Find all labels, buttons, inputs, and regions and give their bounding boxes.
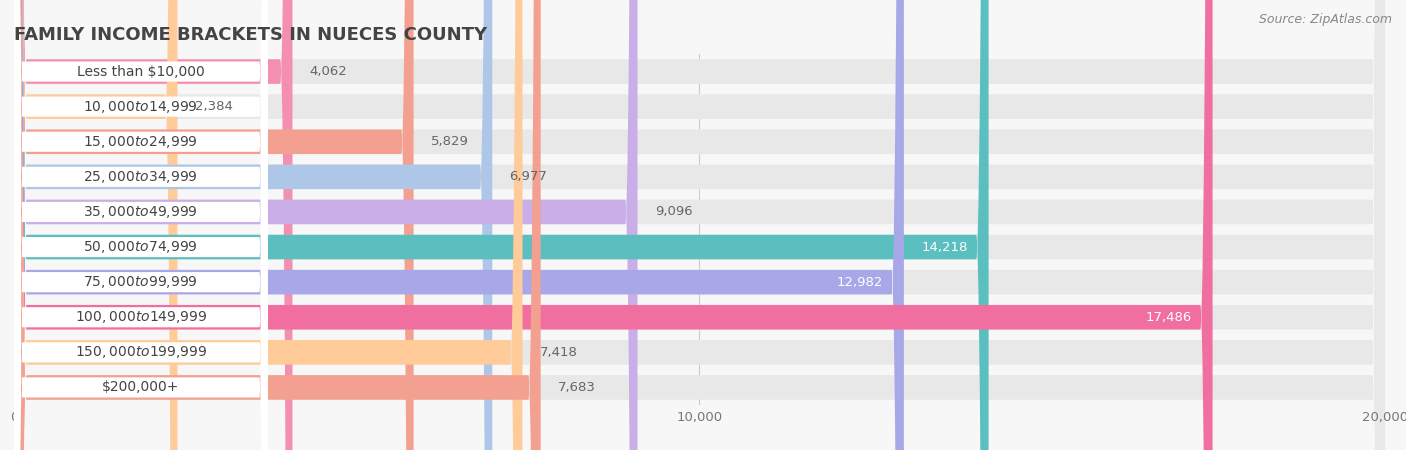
FancyBboxPatch shape (14, 0, 267, 450)
FancyBboxPatch shape (14, 0, 1385, 450)
FancyBboxPatch shape (14, 0, 988, 450)
Text: 6,977: 6,977 (509, 171, 547, 183)
FancyBboxPatch shape (14, 0, 177, 450)
FancyBboxPatch shape (14, 0, 267, 450)
Text: $150,000 to $199,999: $150,000 to $199,999 (75, 344, 207, 360)
FancyBboxPatch shape (14, 0, 492, 450)
FancyBboxPatch shape (14, 0, 267, 450)
FancyBboxPatch shape (14, 0, 523, 450)
FancyBboxPatch shape (14, 0, 413, 450)
FancyBboxPatch shape (14, 0, 292, 450)
Text: 17,486: 17,486 (1146, 311, 1192, 324)
FancyBboxPatch shape (14, 0, 1385, 450)
FancyBboxPatch shape (14, 0, 1212, 450)
FancyBboxPatch shape (14, 0, 267, 450)
Text: 9,096: 9,096 (655, 206, 692, 218)
Text: $75,000 to $99,999: $75,000 to $99,999 (83, 274, 198, 290)
FancyBboxPatch shape (14, 0, 1385, 450)
Text: $15,000 to $24,999: $15,000 to $24,999 (83, 134, 198, 150)
Text: $50,000 to $74,999: $50,000 to $74,999 (83, 239, 198, 255)
FancyBboxPatch shape (14, 0, 1385, 450)
FancyBboxPatch shape (14, 0, 267, 450)
Text: 2,384: 2,384 (194, 100, 232, 113)
FancyBboxPatch shape (14, 0, 267, 450)
FancyBboxPatch shape (14, 0, 1385, 450)
FancyBboxPatch shape (14, 0, 1385, 450)
FancyBboxPatch shape (14, 0, 1385, 450)
FancyBboxPatch shape (14, 0, 267, 450)
FancyBboxPatch shape (14, 0, 1385, 450)
FancyBboxPatch shape (14, 0, 267, 450)
FancyBboxPatch shape (14, 0, 267, 450)
Text: 7,683: 7,683 (558, 381, 596, 394)
Text: 7,418: 7,418 (540, 346, 578, 359)
Text: FAMILY INCOME BRACKETS IN NUECES COUNTY: FAMILY INCOME BRACKETS IN NUECES COUNTY (14, 26, 488, 44)
FancyBboxPatch shape (14, 0, 1385, 450)
Text: $10,000 to $14,999: $10,000 to $14,999 (83, 99, 198, 115)
Text: $200,000+: $200,000+ (103, 380, 180, 395)
Text: Source: ZipAtlas.com: Source: ZipAtlas.com (1258, 14, 1392, 27)
FancyBboxPatch shape (14, 0, 637, 450)
Text: Less than $10,000: Less than $10,000 (77, 64, 205, 79)
Text: $35,000 to $49,999: $35,000 to $49,999 (83, 204, 198, 220)
Text: 12,982: 12,982 (837, 276, 883, 288)
Text: 14,218: 14,218 (922, 241, 969, 253)
FancyBboxPatch shape (14, 0, 1385, 450)
FancyBboxPatch shape (14, 0, 904, 450)
Text: $25,000 to $34,999: $25,000 to $34,999 (83, 169, 198, 185)
Text: $100,000 to $149,999: $100,000 to $149,999 (75, 309, 207, 325)
FancyBboxPatch shape (14, 0, 267, 450)
Text: 4,062: 4,062 (309, 65, 347, 78)
Text: 5,829: 5,829 (430, 135, 468, 148)
FancyBboxPatch shape (14, 0, 541, 450)
